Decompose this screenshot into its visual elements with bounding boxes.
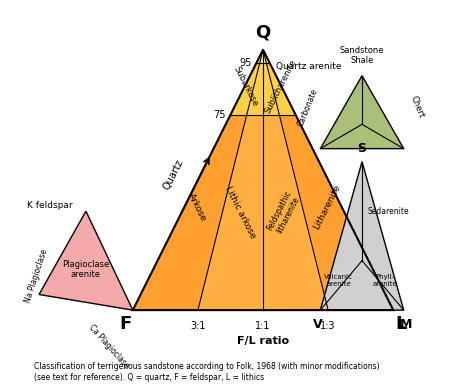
Polygon shape bbox=[320, 162, 404, 310]
Text: L: L bbox=[395, 315, 407, 333]
Text: Volcanic
arenite: Volcanic arenite bbox=[324, 274, 353, 287]
Text: Subarkose: Subarkose bbox=[232, 65, 260, 108]
Text: Sedarenite: Sedarenite bbox=[367, 207, 409, 216]
Text: Sublitharenite: Sublitharenite bbox=[263, 58, 298, 115]
Polygon shape bbox=[230, 63, 260, 115]
Text: 3:1: 3:1 bbox=[190, 320, 206, 330]
Text: Quartz arenite: Quartz arenite bbox=[276, 62, 342, 71]
Text: 1:1: 1:1 bbox=[255, 320, 271, 330]
Polygon shape bbox=[279, 115, 393, 310]
Text: Feldspathic
litharenite: Feldspathic litharenite bbox=[265, 188, 302, 236]
Text: Litharenite: Litharenite bbox=[311, 183, 342, 231]
Text: V: V bbox=[313, 318, 322, 331]
Polygon shape bbox=[263, 63, 279, 115]
Text: K feldspar: K feldspar bbox=[27, 202, 73, 211]
Polygon shape bbox=[247, 63, 263, 115]
Text: Quartz: Quartz bbox=[161, 158, 185, 192]
Text: F/L ratio: F/L ratio bbox=[237, 336, 289, 346]
Text: 75: 75 bbox=[213, 110, 225, 120]
Text: Chert: Chert bbox=[408, 94, 425, 120]
Polygon shape bbox=[39, 211, 133, 310]
Text: Q: Q bbox=[255, 24, 271, 42]
Text: F: F bbox=[119, 315, 131, 333]
Text: Ca Plagioclase: Ca Plagioclase bbox=[88, 323, 131, 370]
Polygon shape bbox=[133, 115, 247, 310]
Polygon shape bbox=[266, 63, 296, 115]
Text: Lithic arkose: Lithic arkose bbox=[223, 185, 257, 240]
Text: Classification of terrigenous sandstone according to Folk, 1968 (with minor modi: Classification of terrigenous sandstone … bbox=[34, 362, 380, 382]
Text: Carbonate: Carbonate bbox=[296, 87, 319, 127]
Text: Plagioclase
arenite: Plagioclase arenite bbox=[62, 260, 109, 279]
Text: M: M bbox=[400, 318, 412, 331]
Text: 1:3: 1:3 bbox=[320, 320, 336, 330]
Polygon shape bbox=[256, 50, 270, 63]
Polygon shape bbox=[198, 115, 263, 310]
Polygon shape bbox=[263, 115, 328, 310]
Polygon shape bbox=[320, 76, 404, 149]
Text: Sandstone
Shale: Sandstone Shale bbox=[340, 46, 384, 65]
Text: Phyll-
arenite: Phyll- arenite bbox=[373, 274, 398, 287]
Text: Arkose: Arkose bbox=[186, 192, 208, 223]
Text: S: S bbox=[357, 142, 366, 155]
Text: Na Plagioclase: Na Plagioclase bbox=[24, 248, 49, 304]
Text: 95: 95 bbox=[239, 58, 251, 68]
